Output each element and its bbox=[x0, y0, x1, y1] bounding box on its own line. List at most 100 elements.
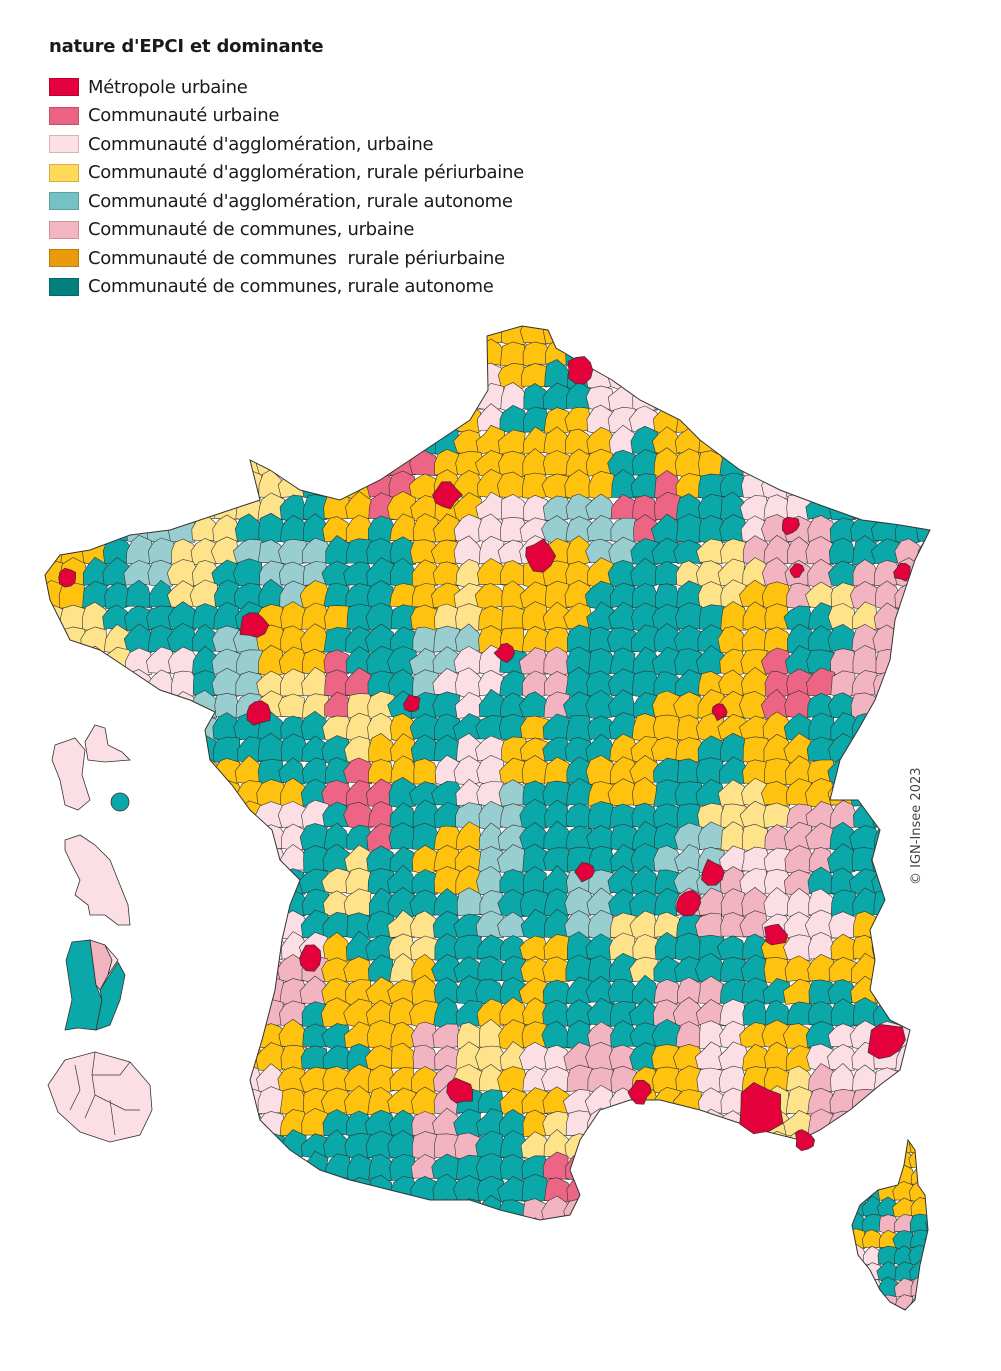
epci-region bbox=[874, 1151, 901, 1181]
epci-region bbox=[861, 1213, 882, 1233]
epci-region bbox=[166, 691, 196, 718]
epci-region bbox=[915, 341, 930, 367]
epci-region bbox=[761, 340, 791, 367]
epci-region bbox=[147, 1196, 174, 1220]
epci-region bbox=[343, 381, 373, 411]
epci-region bbox=[278, 1173, 307, 1203]
epci-region bbox=[124, 491, 151, 520]
epci-region bbox=[301, 799, 330, 830]
epci-region bbox=[653, 1107, 684, 1137]
epci-region bbox=[765, 1221, 790, 1247]
epci-region bbox=[587, 801, 616, 831]
epci-region bbox=[849, 1108, 879, 1138]
epci-region bbox=[739, 800, 770, 830]
epci-region bbox=[853, 910, 879, 939]
epci-region bbox=[917, 451, 930, 476]
epci-region bbox=[650, 513, 681, 545]
epci-region bbox=[761, 471, 791, 500]
epci-region bbox=[190, 1086, 219, 1118]
epci-region bbox=[82, 514, 110, 545]
epci-region bbox=[716, 935, 747, 963]
epci-region bbox=[565, 493, 593, 521]
epci-region bbox=[696, 538, 727, 565]
epci-region bbox=[909, 1213, 928, 1233]
epci-region bbox=[807, 337, 836, 369]
swatch-communaute-urbaine bbox=[49, 106, 79, 125]
epci-region bbox=[760, 326, 790, 347]
epci-region bbox=[918, 935, 930, 961]
epci-region bbox=[586, 825, 615, 852]
epci-region bbox=[125, 403, 153, 432]
epci-region bbox=[191, 1196, 219, 1220]
epci-region bbox=[278, 561, 307, 588]
epci-region bbox=[925, 1140, 928, 1154]
epci-region bbox=[212, 1219, 242, 1220]
metropole-toulon bbox=[795, 1129, 815, 1152]
epci-region bbox=[367, 326, 395, 346]
epci-region bbox=[104, 1174, 134, 1203]
epci-region bbox=[302, 385, 330, 411]
epci-region bbox=[697, 975, 724, 1005]
epci-region bbox=[321, 1197, 352, 1220]
epci-region bbox=[147, 384, 177, 411]
epci-region bbox=[45, 1131, 65, 1160]
epci-region bbox=[431, 954, 463, 983]
epci-region bbox=[849, 405, 881, 434]
epci-region bbox=[343, 404, 373, 433]
epci-region bbox=[322, 932, 351, 964]
epci-region bbox=[412, 1199, 438, 1220]
epci-region bbox=[851, 713, 880, 741]
epci-region bbox=[499, 1087, 527, 1117]
epci-region bbox=[587, 1217, 615, 1220]
epci-region bbox=[893, 446, 923, 477]
epci-region bbox=[45, 933, 64, 959]
epci-region bbox=[432, 1218, 461, 1220]
epci-region bbox=[861, 1165, 884, 1186]
epci-region bbox=[563, 1198, 593, 1220]
epci-region bbox=[910, 1197, 928, 1219]
epci-region bbox=[237, 979, 264, 1005]
epci-region bbox=[917, 1153, 930, 1182]
epci-region bbox=[895, 890, 924, 917]
epci-region bbox=[830, 449, 859, 478]
epci-region bbox=[149, 888, 175, 917]
epci-region bbox=[148, 1063, 176, 1095]
epci-region bbox=[862, 1245, 882, 1265]
epci-region bbox=[366, 1217, 398, 1220]
epci-region bbox=[125, 1196, 153, 1220]
epci-region bbox=[45, 338, 65, 368]
epci-region bbox=[232, 428, 265, 455]
epci-region bbox=[893, 471, 923, 500]
epci-region bbox=[411, 1131, 442, 1159]
epci-region bbox=[499, 997, 526, 1027]
metropole-rouen bbox=[432, 481, 463, 510]
martinique bbox=[64, 834, 131, 926]
epci-region bbox=[170, 1066, 197, 1096]
epci-region bbox=[368, 427, 394, 456]
epci-region bbox=[189, 1152, 219, 1180]
epci-region bbox=[278, 693, 307, 718]
epci-region bbox=[45, 712, 67, 740]
epci-region bbox=[123, 362, 154, 387]
epci-region bbox=[828, 492, 857, 521]
epci-region bbox=[234, 844, 262, 875]
epci-region bbox=[783, 1174, 813, 1202]
epci-region bbox=[215, 1021, 241, 1050]
epci-region bbox=[872, 778, 900, 807]
epci-region bbox=[917, 692, 930, 719]
epci-region bbox=[608, 689, 636, 719]
epci-region bbox=[807, 558, 838, 590]
epci-region bbox=[236, 381, 265, 412]
epci-region bbox=[763, 535, 793, 564]
epci-region bbox=[829, 428, 858, 455]
epci-region bbox=[145, 955, 176, 984]
epci-region bbox=[565, 715, 592, 744]
epci-region bbox=[190, 406, 221, 434]
epci-region bbox=[785, 1221, 812, 1248]
epci-region bbox=[257, 339, 286, 370]
epci-region bbox=[584, 580, 617, 610]
epci-region bbox=[211, 888, 241, 917]
epci-region bbox=[434, 341, 460, 367]
epci-region bbox=[892, 1230, 914, 1251]
epci-region bbox=[651, 1150, 680, 1181]
